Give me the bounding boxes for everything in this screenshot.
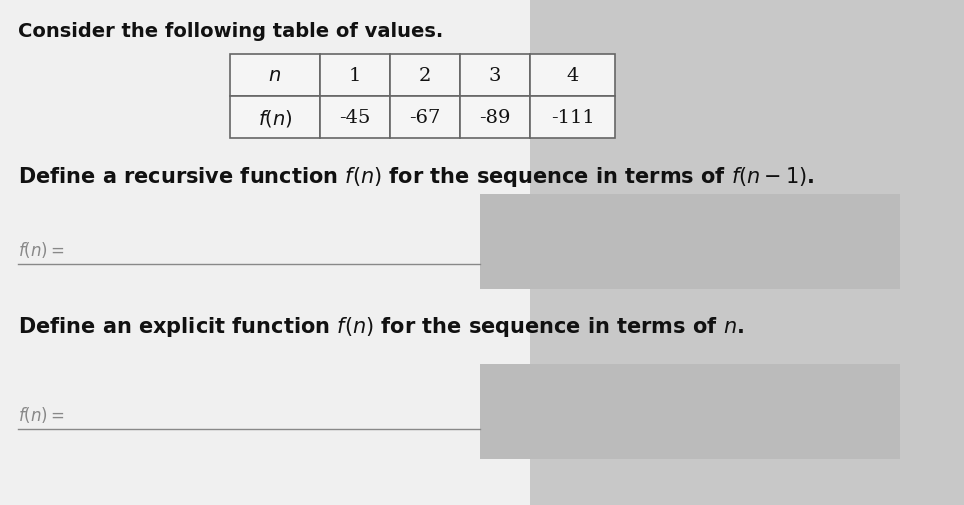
Text: 4: 4 — [566, 67, 578, 85]
Bar — [390, 97, 460, 139]
Bar — [230, 97, 320, 139]
Text: Define a recursive function $f(n)$ for the sequence in terms of $f(n-1)$.: Define a recursive function $f(n)$ for t… — [18, 165, 815, 189]
Bar — [480, 194, 900, 289]
Bar — [530, 97, 615, 139]
Bar — [320, 97, 390, 139]
Bar — [390, 55, 460, 97]
Text: $n$: $n$ — [269, 67, 281, 85]
Bar — [230, 55, 320, 97]
Bar — [530, 0, 964, 505]
Bar — [530, 55, 615, 97]
Text: 2: 2 — [418, 67, 431, 85]
Text: -45: -45 — [339, 109, 371, 127]
Text: -89: -89 — [479, 109, 511, 127]
Text: $f(n)=$: $f(n)=$ — [18, 404, 65, 424]
Text: -67: -67 — [410, 109, 441, 127]
Text: $f(n)$: $f(n)$ — [257, 107, 292, 128]
Text: 3: 3 — [489, 67, 501, 85]
Text: 1: 1 — [349, 67, 362, 85]
Text: -111: -111 — [550, 109, 595, 127]
Text: Define an explicit function $f(n)$ for the sequence in terms of $n$.: Define an explicit function $f(n)$ for t… — [18, 315, 744, 338]
Bar — [460, 97, 530, 139]
Bar — [460, 55, 530, 97]
Bar — [320, 55, 390, 97]
Text: Consider the following table of values.: Consider the following table of values. — [18, 22, 443, 41]
Bar — [480, 364, 900, 459]
Text: $f(n)=$: $f(n)=$ — [18, 239, 65, 260]
